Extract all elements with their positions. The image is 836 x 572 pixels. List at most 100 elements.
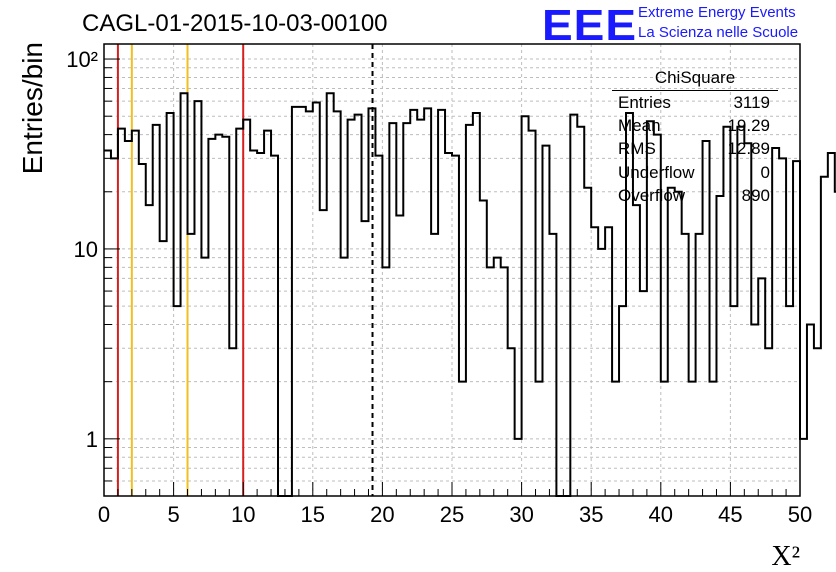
histogram-bin [250,150,257,496]
histogram-bin [424,108,431,496]
histogram-bin [765,348,772,496]
histogram-bin [828,153,835,496]
stat-value: 3119 [733,93,770,112]
histogram-bin [194,101,201,496]
histogram-bin [236,129,243,496]
x-tick-label: 20 [370,502,394,527]
histogram-bin [160,241,167,496]
stat-label: RMS [618,139,656,158]
histogram-bin [292,107,299,496]
histogram-bin [104,150,111,496]
stat-value: 890 [741,186,770,205]
stat-row-entries: Entries 3119 [618,93,770,113]
histogram-bin [334,111,341,496]
x-tick-label: 35 [579,502,603,527]
x-tick-label: 40 [649,502,673,527]
stat-row-mean: Mean 19.29 [618,116,770,136]
run-title: CAGL-01-2015-10-03-00100 [82,10,388,37]
histogram-bin [452,156,459,496]
histogram-bin [229,348,236,496]
histogram-bin [438,110,445,496]
axis-ticks [103,58,801,497]
stat-row-rms: RMS 12.89 [618,139,770,159]
histogram-bin [389,123,396,496]
stats-title: ChiSquare [654,68,736,87]
histogram-bin [542,146,549,496]
histogram-bin [201,258,208,496]
eee-logo: EEE [542,0,638,50]
x-tick-label: 30 [509,502,533,527]
histogram-bin [271,156,278,496]
histogram-bin [299,107,306,496]
histogram-bin [494,258,501,496]
histogram-bin [111,158,118,496]
x-axis-label: X² [771,541,800,572]
histogram-bin [368,108,375,496]
histogram-bin [786,306,793,496]
histogram-bin [208,139,215,496]
histogram-bin [716,196,723,496]
histogram-bin [125,141,132,496]
histogram-bin [417,120,424,496]
histogram-bin [403,123,410,496]
logo-line-2: La Scienza nelle Scuole [638,24,799,41]
histogram-bin [668,188,675,496]
histogram-bin [181,93,188,496]
logo-line-1: Extreme Energy Events [638,4,796,21]
histogram-bin [814,348,821,496]
grid-layer [104,44,800,496]
x-tick-label: 45 [718,502,742,527]
histogram-bin [549,234,556,496]
x-tick-label: 10 [231,502,255,527]
histogram-bin [619,306,626,496]
histogram-bin [584,188,591,496]
y-axis-label: Entries/bin [17,42,48,174]
histogram-bin [188,234,195,496]
histogram-bin [772,148,779,496]
histogram-bin [375,156,382,496]
stat-row-underflow: Underflow 0 [618,163,770,183]
histogram-bin [431,234,438,496]
histogram-bin [215,135,222,496]
histogram-bin [320,210,327,496]
histogram-bin [466,125,473,496]
x-tick-label: 15 [301,502,325,527]
histogram-bin [751,325,758,496]
y-tick-label: 1 [86,427,98,452]
stat-value: 12.89 [727,139,770,158]
histogram-bin [508,348,515,496]
histogram-bin [821,177,828,496]
histogram-bin [800,439,807,496]
stat-label: Mean [618,116,661,135]
histogram-bin [793,161,800,496]
histogram-bin [139,164,146,496]
histogram-bin [598,249,605,496]
histogram-bin [640,291,647,496]
stat-value: 19.29 [727,116,770,135]
histogram-bin [341,258,348,496]
histogram-bin [264,131,271,496]
histogram-bin [362,221,369,496]
histogram-bin [306,111,313,496]
stat-label: Entries [618,93,671,112]
tick-labels: 0 5 10 15 20 25 30 35 40 45 50 1 10 10² [66,47,812,527]
histogram-bin [779,158,786,496]
x-tick-label: 25 [440,502,464,527]
stat-label: Overflow [618,186,686,205]
histogram-bin [222,137,229,496]
histogram-bin [577,127,584,496]
histogram-bin [730,306,737,496]
x-tick-label: 5 [167,502,179,527]
histogram-bin [529,131,536,496]
histogram-bin [153,125,160,496]
histogram-bin [327,93,334,496]
histogram-bin [118,129,125,496]
histogram-bin [758,278,765,496]
histogram-bin [313,103,320,496]
histogram-outline [104,92,836,497]
histogram-bin [132,131,139,496]
stats-divider [612,90,778,91]
y-tick-label: 10 [74,237,98,262]
histogram-bin [410,110,417,496]
